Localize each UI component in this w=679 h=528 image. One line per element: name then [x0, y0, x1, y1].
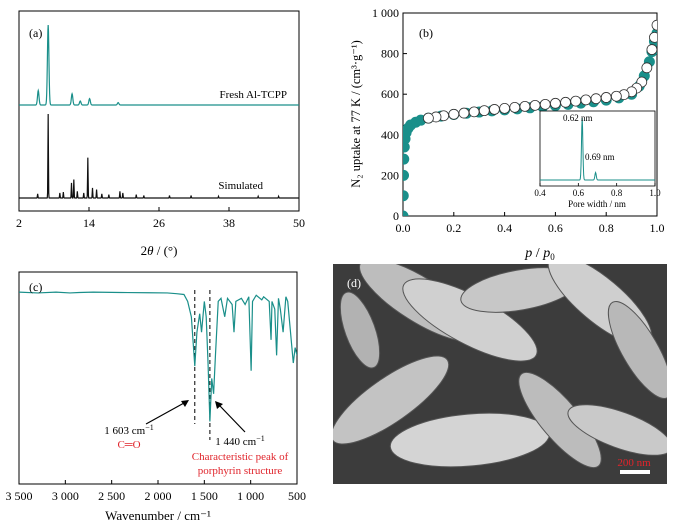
desorption-point [468, 106, 480, 118]
desorption-point [509, 101, 521, 113]
desorption-point [448, 108, 460, 120]
desorption-point [539, 98, 551, 110]
panel-c-x-tick-label: 2 000 [145, 489, 172, 503]
panel-b-x-tick-label: 0.6 [548, 221, 563, 235]
desorption-point [641, 62, 653, 74]
sem-image: (d) 200 nm [333, 264, 667, 484]
c-o-wavenumber: 1 603 cm−1 [104, 423, 153, 437]
panel-b-x-tick-label: 0.2 [446, 221, 461, 235]
panel-a-x-ticks: 2 14 26 38 50 [16, 207, 305, 230]
porphyrin-arrow [219, 405, 246, 433]
inset-x-ticks: 0.4 0.6 0.8 1.0 [534, 183, 661, 198]
panel-c-label: (c) [29, 280, 42, 294]
scale-bar [620, 470, 650, 474]
scale-bar-label: 200 nm [617, 457, 651, 469]
inset-x-tick-label: 0.8 [611, 188, 623, 198]
panel-b-y-tick-label: 200 [381, 168, 399, 182]
desorption-point [458, 107, 470, 119]
desorption-point [600, 92, 612, 103]
panel-a-label: (a) [29, 26, 42, 40]
panel-b-frame [402, 12, 658, 217]
adsorption-point [403, 210, 409, 216]
desorption-point [651, 19, 657, 31]
sem-crystals [333, 264, 667, 484]
panel-b-x-axis-label: p / p0 [524, 246, 555, 262]
desorption-point [590, 93, 602, 105]
panel-c-x-tick-label: 3 000 [52, 489, 79, 503]
adsorption-point [403, 153, 410, 165]
inset-x-axis-label: Pore width / nm [568, 199, 626, 209]
panel-c-x-tick-label: 1 000 [237, 489, 264, 503]
panel-a-x-axis-label: 2θ / (°) [141, 243, 178, 258]
panel-c-x-tick-label: 500 [288, 489, 306, 503]
pore-width-distribution [540, 117, 655, 181]
panel-a-x-tick-label: 26 [153, 216, 165, 230]
fresh-al-tcpp-pattern [19, 24, 299, 106]
fresh-al-tcpp-legend: Fresh Al-TCPP [219, 89, 287, 101]
porphyrin-label-line-1: Characteristic peak of [192, 451, 289, 463]
desorption-point [519, 100, 531, 112]
panel-b-x-tick-label: 0.0 [396, 221, 411, 235]
panel-b: 0.0 0.2 0.4 0.6 0.8 1.0 0 200 400 600 800 1 000 (b)… [349, 6, 665, 262]
panel-c-x-ticks: 3 500 3 000 2 500 2 000 1 500 1 000 500 [6, 480, 306, 503]
desorption-point [646, 44, 657, 55]
panel-b-x-tick-label: 1.0 [650, 221, 665, 235]
inset-x-tick-label: 1.0 [649, 188, 661, 198]
desorption-series [422, 19, 657, 124]
inset-x-tick-label: 0.4 [534, 188, 546, 198]
panel-c-x-axis-label: Wavenumber / cm⁻¹ [105, 508, 211, 523]
ftir-spectrum [19, 291, 297, 422]
simulated-legend: Simulated [218, 180, 263, 192]
desorption-point [489, 104, 500, 115]
inset-peak-label-2: 0.69 nm [585, 152, 615, 162]
desorption-point [570, 95, 582, 107]
desorption-point [580, 94, 592, 106]
panel-b-y-tick-label: 800 [381, 47, 399, 61]
porphyrin-arrowhead [215, 401, 223, 409]
c-o-arrow [145, 402, 185, 425]
c-o-arrowhead [181, 400, 189, 407]
inset-peak-label-1: 0.62 nm [563, 113, 593, 123]
panel-c-x-tick-label: 2 500 [98, 489, 125, 503]
desorption-point [529, 99, 541, 111]
panel-d-label: (d) [347, 276, 361, 290]
panel-b-y-tick-label: 600 [381, 87, 399, 101]
panel-b-x-tick-label: 0.8 [599, 221, 614, 235]
porphyrin-wavenumber: 1 440 cm−1 [215, 434, 264, 448]
panel-b-ticks: 0.0 0.2 0.4 0.6 0.8 1.0 0 200 400 600 800 1 000 [372, 6, 665, 235]
adsorption-point [403, 190, 409, 202]
desorption-point [649, 31, 657, 43]
panel-b-label: (b) [419, 26, 433, 40]
desorption-point [499, 103, 511, 114]
panel-c-x-tick-label: 3 500 [6, 489, 33, 503]
desorption-point [610, 90, 622, 102]
desorption-point [550, 97, 561, 109]
panel-b-y-tick-label: 400 [381, 128, 399, 142]
panel-a-x-tick-label: 38 [223, 216, 235, 230]
c-o-label: C═O [117, 439, 140, 451]
pore-width-inset: 0.4 0.6 0.8 1.0 0.62 nm 0.69 nm Pore width … [534, 110, 661, 209]
panel-a: 2 14 26 38 50 (a) Fresh Al-TCPP Simulated 2θ… [16, 10, 305, 258]
desorption-point [560, 96, 571, 108]
panel-a-x-tick-label: 2 [16, 216, 22, 230]
panel-b-y-tick-label: 1 000 [372, 6, 399, 20]
panel-c: 3 500 3 000 2 500 2 000 1 500 1 000 500 (c) 1 … [6, 271, 306, 523]
adsorption-point [403, 169, 410, 181]
inset-x-tick-label: 0.6 [573, 188, 585, 198]
panel-a-x-tick-label: 50 [293, 216, 305, 230]
panel-c-x-tick-label: 1 500 [191, 489, 218, 503]
desorption-point [422, 112, 434, 124]
simulated-pattern [19, 113, 299, 199]
panel-a-x-tick-label: 14 [83, 216, 95, 230]
porphyrin-label-line-2: porphyrin structure [198, 465, 283, 477]
panel-b-y-axis-label: N₂ uptake at 77 K / (cm³·g⁻¹) [349, 40, 363, 188]
inset-frame [539, 110, 656, 187]
panel-b-x-tick-label: 0.4 [497, 221, 512, 235]
desorption-point [478, 105, 490, 117]
panel-b-y-tick-label: 0 [393, 209, 399, 223]
